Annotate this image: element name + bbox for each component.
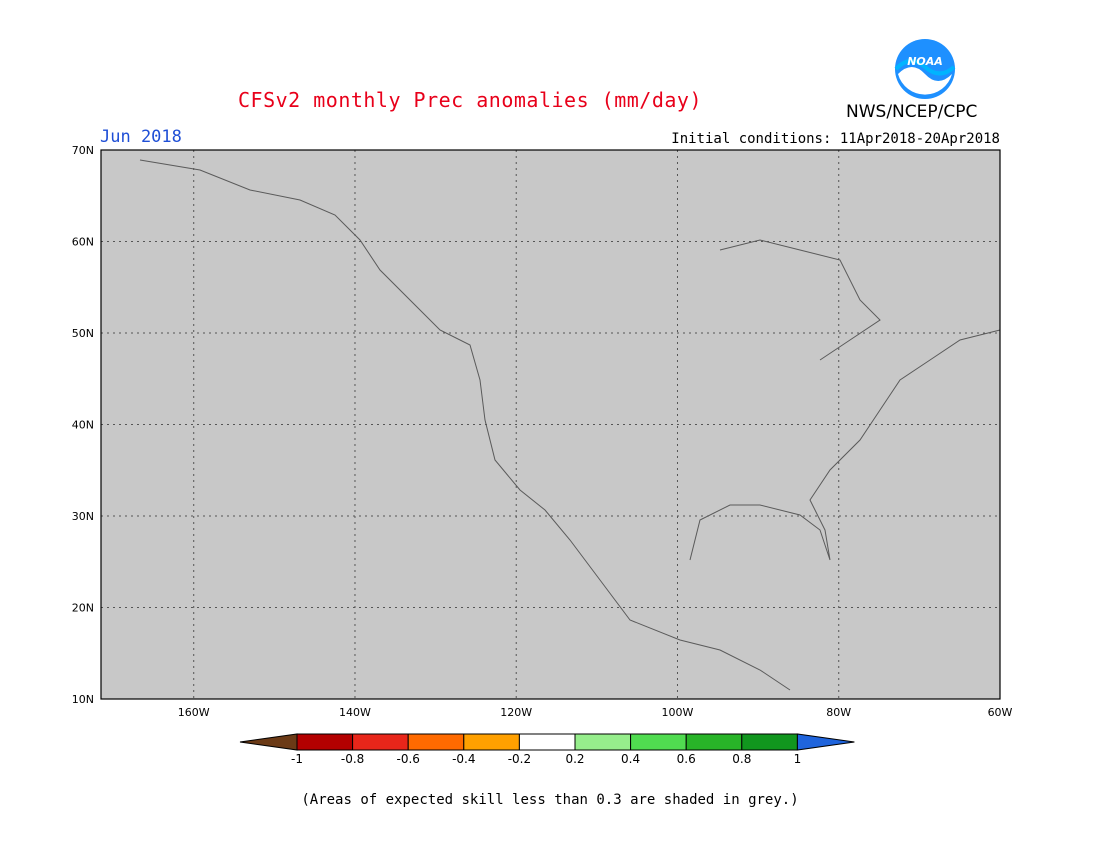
longitude-tick-label: 160W xyxy=(178,706,210,719)
colorbar-segment xyxy=(630,733,687,751)
colorbar-segment xyxy=(463,733,520,751)
colorbar-tick-label: 1 xyxy=(794,752,802,766)
latitude-tick-label: 20N xyxy=(72,602,94,615)
longitude-tick-label: 140W xyxy=(339,706,371,719)
colorbar-segment xyxy=(574,733,632,751)
footnote: (Areas of expected skill less than 0.3 a… xyxy=(301,792,799,808)
longitude-tick-label: 80W xyxy=(826,706,851,719)
colorbar-arrow-high xyxy=(796,733,855,751)
colorbar-tick-label: -1 xyxy=(291,752,303,766)
latitude-tick-label: 30N xyxy=(72,510,94,523)
initial-conditions-label: Initial conditions: 11Apr2018-20Apr2018 xyxy=(671,131,1000,147)
colorbar-segment xyxy=(296,733,354,751)
colorbar-tick-label: -0.8 xyxy=(341,752,364,766)
map-border xyxy=(100,149,1001,700)
latitude-tick-label: 60N xyxy=(72,236,94,249)
latitude-tick-label: 10N xyxy=(72,693,94,706)
colorbar-tick-label: 0.4 xyxy=(621,752,640,766)
noaa-logo: NOAA xyxy=(894,39,956,99)
map-background xyxy=(101,150,1000,699)
longitude-tick-label: 120W xyxy=(500,706,532,719)
colorbar-segment xyxy=(407,733,465,751)
valid-month-label: Jun 2018 xyxy=(100,127,182,147)
colorbar-arrow-low xyxy=(239,733,298,751)
colorbar-tick-label: -0.4 xyxy=(452,752,475,766)
longitude-tick-label: 100W xyxy=(662,706,694,719)
latitude-tick-label: 40N xyxy=(72,419,94,432)
latitude-tick-label: 50N xyxy=(72,327,94,340)
colorbar-segment xyxy=(741,733,798,751)
colorbar-tick-label: 0.6 xyxy=(677,752,696,766)
colorbar-segment xyxy=(685,733,743,751)
map-title: CFSv2 monthly Prec anomalies (mm/day) xyxy=(237,88,703,112)
colorbar-segment xyxy=(352,733,409,751)
colorbar-tick-label: -0.6 xyxy=(396,752,419,766)
organization-label: NWS/NCEP/CPC xyxy=(846,102,978,122)
colorbar-segment xyxy=(518,733,576,751)
longitude-tick-label: 60W xyxy=(988,706,1013,719)
latitude-tick-label: 70N xyxy=(72,144,94,157)
colorbar-tick-label: -0.2 xyxy=(508,752,531,766)
colorbar-tick-label: 0.8 xyxy=(732,752,751,766)
noaa-logo-text: NOAA xyxy=(907,55,943,68)
coastline xyxy=(139,159,1001,691)
colorbar-tick-label: 0.2 xyxy=(565,752,584,766)
